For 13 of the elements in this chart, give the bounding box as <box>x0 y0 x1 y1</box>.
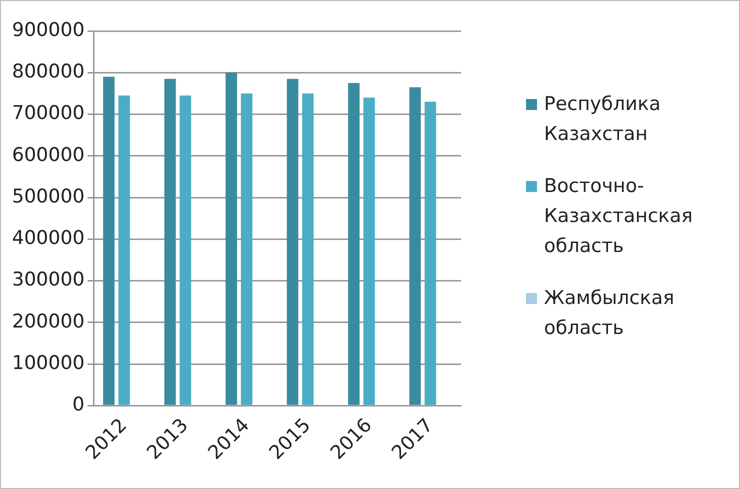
legend-label: Жамбылская область <box>544 286 676 341</box>
y-tick-label: 800000 <box>12 60 85 83</box>
y-tick-label: 300000 <box>12 268 85 291</box>
y-tick-label: 0 <box>72 394 85 416</box>
y-tick-label: 600000 <box>12 144 85 166</box>
legend-label: Восточно-Казахстанская область <box>544 174 694 259</box>
legend-label: Республика Казахстан <box>544 92 662 147</box>
y-tick-label: 200000 <box>12 310 85 332</box>
y-tick-label: 500000 <box>12 185 85 208</box>
y-tick-label: 700000 <box>12 102 85 124</box>
y-tick-label: 400000 <box>12 227 85 250</box>
y-tick-label: 100000 <box>12 352 85 374</box>
y-tick-label: 900000 <box>12 18 85 41</box>
